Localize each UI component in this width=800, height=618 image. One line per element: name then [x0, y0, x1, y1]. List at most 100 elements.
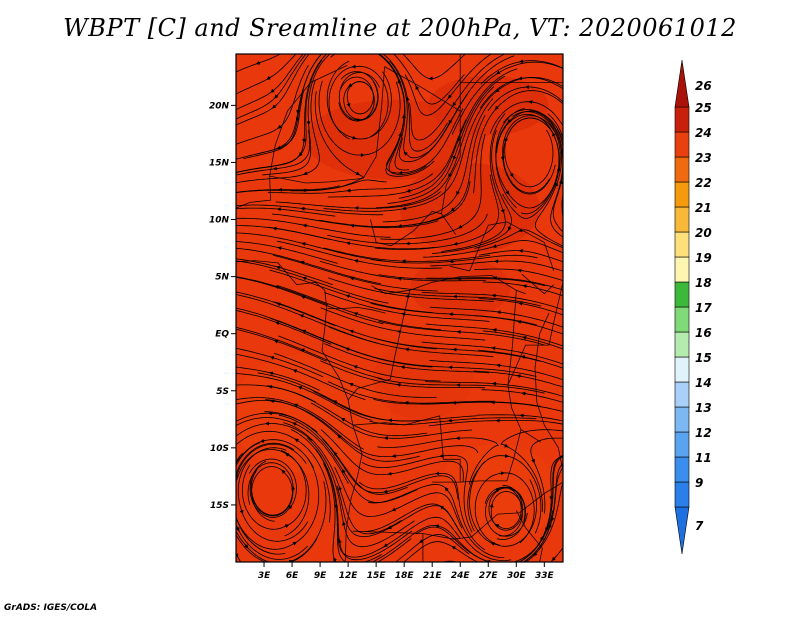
streamline-arrow	[300, 260, 306, 265]
colorbar-label: 23	[695, 151, 712, 165]
streamline-arrow	[453, 241, 459, 246]
colorbar-label: 20	[695, 226, 712, 240]
colorbar-label: 26	[695, 79, 712, 93]
streamline-arrow	[415, 85, 420, 91]
shade-patch	[372, 339, 473, 420]
lat-tick-label: 10S	[210, 444, 229, 454]
streamline-arrow	[517, 320, 523, 324]
streamline-arrow	[337, 434, 342, 439]
streamline-arrow	[518, 301, 524, 306]
streamline-arrow	[274, 285, 280, 290]
streamline-arrow	[522, 335, 528, 340]
streamline	[474, 268, 563, 282]
colorbar-label: 19	[695, 251, 712, 265]
colorbar-swatch	[674, 306, 690, 333]
streamline-arrow	[494, 524, 500, 528]
colorbar-swatch	[674, 381, 690, 408]
streamline-arrow	[400, 365, 406, 370]
colorbar-label: 12	[695, 426, 712, 440]
coastline	[534, 312, 563, 471]
streamline-arrow	[456, 137, 461, 143]
streamline-arrow	[387, 471, 393, 476]
streamline-arrow	[260, 438, 266, 443]
streamline	[236, 400, 323, 422]
streamline-arrow	[519, 59, 525, 64]
streamline	[473, 370, 563, 388]
streamline-arrow	[554, 182, 558, 188]
streamline-arrow	[521, 391, 527, 396]
streamline-arrow	[295, 116, 300, 122]
streamline-arrow	[342, 521, 346, 527]
streamline-arrow	[351, 135, 357, 140]
country-border	[521, 273, 554, 295]
streamline-arrow	[273, 339, 279, 344]
colorbar-label: 21	[695, 201, 712, 215]
streamline-arrow	[403, 151, 408, 156]
colorbar-label: 18	[695, 276, 712, 290]
streamline-arrow	[239, 508, 244, 515]
streamline	[473, 90, 563, 194]
streamline-arrow	[298, 152, 303, 157]
lon-tick-label: 27E	[479, 571, 499, 581]
streamline	[236, 241, 338, 264]
streamline	[525, 481, 563, 562]
lat-tick-label: 15S	[210, 501, 229, 511]
shade-patch	[428, 75, 549, 136]
streamline-arrow	[500, 207, 505, 214]
streamline-arrow	[277, 124, 282, 129]
streamline	[403, 541, 527, 562]
colorbar-label: 15	[695, 351, 712, 365]
streamline-arrow	[271, 104, 277, 109]
streamline-arrow	[303, 171, 309, 175]
streamline	[500, 429, 563, 512]
streamline-arrow	[346, 241, 351, 246]
streamline-arrow	[296, 108, 301, 115]
lat-tick-label: 5S	[216, 387, 229, 397]
streamline	[236, 129, 311, 176]
streamline-arrow	[406, 188, 412, 193]
lat-tick-label: 5N	[215, 273, 229, 283]
country-border	[327, 306, 386, 314]
streamline-arrow	[452, 101, 457, 107]
streamline	[547, 113, 563, 218]
colorbar-swatch	[674, 131, 690, 158]
streamline-arrow	[495, 70, 501, 75]
streamline-arrow	[504, 137, 509, 143]
country-border	[515, 510, 543, 562]
streamline-arrow	[300, 348, 306, 353]
streamline-arrow	[342, 468, 346, 474]
streamline-arrow	[552, 132, 556, 138]
country-border	[352, 415, 461, 483]
streamline	[552, 128, 563, 233]
streamline-arrow	[356, 117, 361, 122]
country-border	[370, 211, 442, 247]
streamline-arrow	[268, 371, 274, 376]
streamline-arrow	[333, 451, 338, 457]
streamline-arrow	[346, 101, 351, 108]
streamline	[425, 381, 563, 397]
streamline-arrow	[272, 226, 278, 231]
shade-patch	[399, 163, 540, 254]
colorbar-label: 14	[695, 376, 712, 390]
colorbar-label: 9	[695, 476, 703, 490]
streamline-arrow	[391, 507, 397, 512]
lat-tick-label: 10N	[209, 216, 230, 226]
streamline-arrow	[556, 167, 561, 173]
streamline-arrow	[299, 314, 305, 318]
streamline	[236, 54, 281, 73]
streamline-arrow	[284, 452, 290, 457]
streamline-arrow	[383, 489, 389, 494]
colorbar-swatch	[674, 331, 690, 358]
colorbar-label: 13	[695, 401, 712, 415]
streamline-arrow	[292, 541, 298, 546]
colorbar-swatch	[674, 231, 690, 258]
streamline	[550, 547, 563, 562]
streamline-arrow	[448, 119, 453, 125]
coastline	[236, 260, 363, 562]
streamline-arrow	[551, 556, 556, 562]
country-border	[347, 290, 411, 401]
streamline	[421, 341, 563, 365]
streamline-arrow	[270, 88, 275, 93]
streamline-arrow	[255, 60, 261, 65]
streamline-arrow	[275, 265, 281, 270]
